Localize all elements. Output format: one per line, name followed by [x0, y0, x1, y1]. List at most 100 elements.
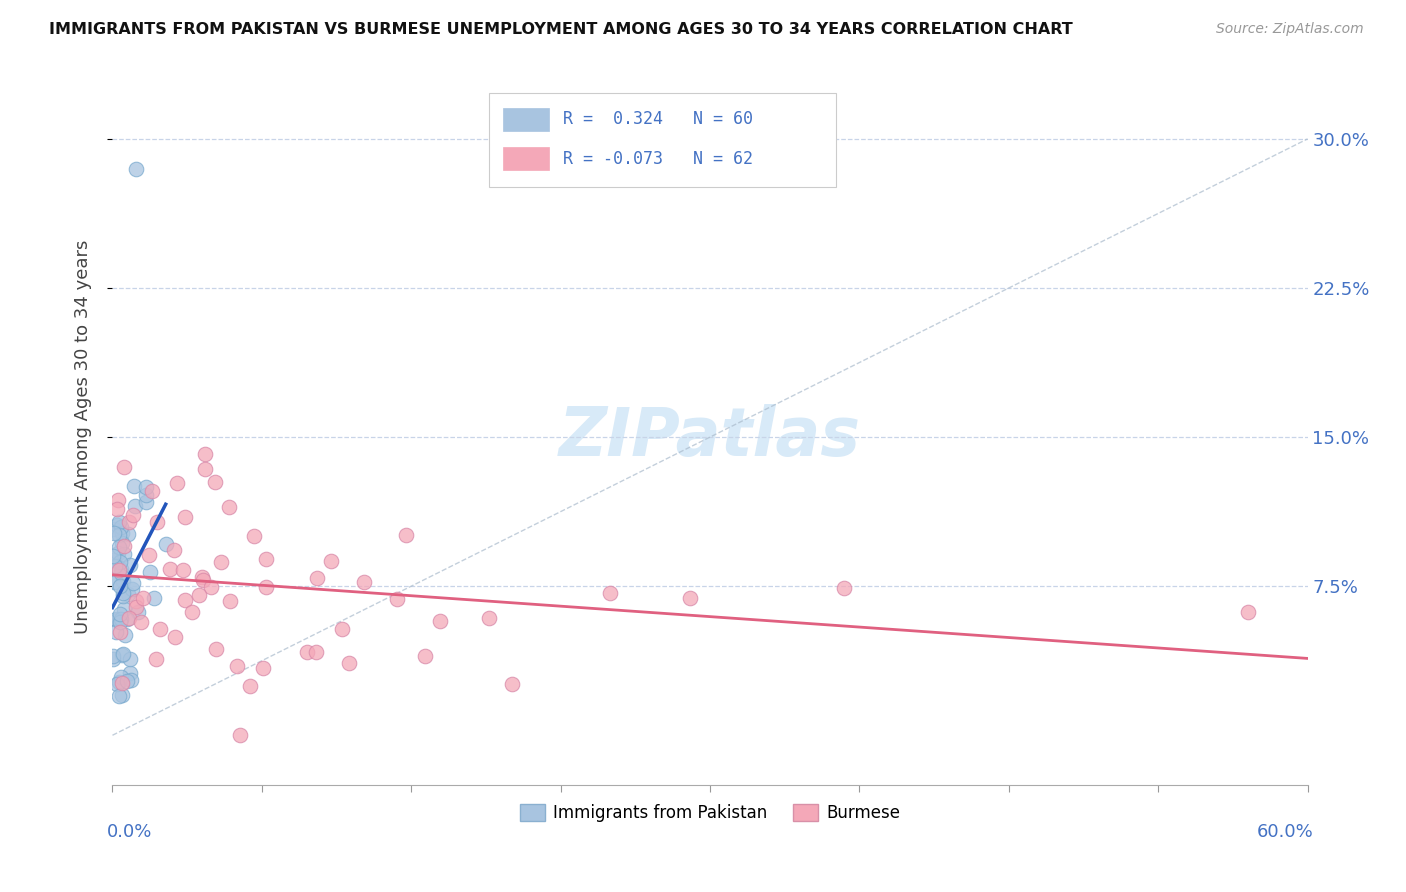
Point [110, 562, 132, 576]
Point [122, 576, 145, 591]
Point [103, 549, 125, 563]
Point [111, 536, 134, 550]
Point [108, 615, 131, 630]
Point [173, 510, 195, 524]
Point [122, 479, 145, 493]
Point [125, 593, 148, 607]
Y-axis label: Unemployment Among Ages 30 to 34 years: Unemployment Among Ages 30 to 34 years [73, 240, 91, 634]
Point [166, 476, 188, 491]
Point [252, 661, 274, 675]
Point [174, 592, 197, 607]
Point [353, 575, 375, 590]
Point [108, 675, 131, 690]
Point [254, 581, 277, 595]
Point [209, 555, 232, 569]
Point [413, 649, 436, 664]
Point [120, 558, 142, 572]
Point [111, 589, 134, 603]
Point [429, 614, 451, 628]
Point [112, 539, 135, 553]
Point [103, 649, 125, 664]
Point [163, 630, 186, 644]
Point [219, 594, 242, 608]
Point [112, 602, 135, 616]
Point [200, 580, 222, 594]
Point [111, 525, 134, 540]
Point [395, 527, 418, 541]
Point [112, 547, 135, 561]
Point [132, 591, 155, 605]
Point [159, 562, 181, 576]
Point [162, 543, 184, 558]
Point [146, 515, 169, 529]
Point [599, 586, 621, 600]
Point [330, 623, 353, 637]
Point [205, 641, 228, 656]
Point [103, 553, 125, 567]
Point [105, 501, 128, 516]
Point [104, 612, 127, 626]
Point [110, 612, 132, 626]
Point [129, 615, 152, 630]
Point [120, 673, 142, 687]
Point [181, 605, 204, 619]
Point [103, 575, 125, 590]
Point [832, 581, 855, 595]
Point [143, 591, 166, 605]
Point [103, 525, 125, 540]
Point [110, 670, 132, 684]
Point [218, 500, 240, 514]
FancyBboxPatch shape [489, 93, 835, 186]
Point [307, 571, 329, 585]
Point [117, 527, 139, 541]
Point [135, 494, 157, 508]
Point [107, 689, 129, 703]
Point [295, 644, 318, 658]
Point [239, 679, 262, 693]
Point [127, 605, 149, 619]
Point [105, 518, 128, 533]
Point [104, 558, 127, 573]
Point [111, 648, 134, 662]
Point [112, 459, 135, 474]
Point [108, 528, 131, 542]
Bar [503, 147, 548, 170]
Point [319, 554, 342, 568]
Point [108, 540, 131, 554]
Point [145, 652, 167, 666]
Point [107, 493, 129, 508]
Point [124, 499, 146, 513]
Point [194, 447, 217, 461]
Point [1237, 605, 1260, 619]
Point [112, 574, 135, 589]
Point [139, 566, 162, 580]
Point [121, 582, 143, 596]
Point [501, 677, 523, 691]
Point [256, 552, 278, 566]
Point [305, 645, 328, 659]
Point [191, 573, 214, 587]
Text: R = -0.073   N = 62: R = -0.073 N = 62 [562, 150, 754, 168]
Text: 60.0%: 60.0% [1257, 823, 1313, 841]
Point [385, 592, 408, 607]
Text: R =  0.324   N = 60: R = 0.324 N = 60 [562, 110, 754, 128]
Point [110, 625, 132, 640]
Point [107, 563, 129, 577]
Point [125, 161, 148, 176]
Point [110, 566, 132, 581]
Point [105, 614, 128, 628]
Point [134, 480, 156, 494]
Point [117, 612, 139, 626]
Point [141, 484, 163, 499]
Point [118, 652, 141, 666]
Point [122, 508, 145, 522]
Point [191, 570, 214, 584]
Point [117, 587, 139, 601]
Text: ZIPatlas: ZIPatlas [560, 404, 860, 470]
Point [138, 548, 160, 562]
Point [105, 676, 128, 690]
Text: IMMIGRANTS FROM PAKISTAN VS BURMESE UNEMPLOYMENT AMONG AGES 30 TO 34 YEARS CORRE: IMMIGRANTS FROM PAKISTAN VS BURMESE UNEM… [49, 22, 1073, 37]
Point [118, 611, 141, 625]
Point [110, 520, 132, 534]
Point [111, 676, 134, 690]
